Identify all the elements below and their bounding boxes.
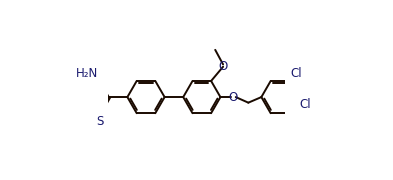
Text: Cl: Cl	[290, 68, 302, 80]
Text: S: S	[96, 115, 103, 128]
Text: O: O	[229, 91, 238, 104]
Text: O: O	[219, 60, 228, 73]
Text: Cl: Cl	[299, 98, 311, 111]
Text: H₂N: H₂N	[76, 67, 99, 80]
